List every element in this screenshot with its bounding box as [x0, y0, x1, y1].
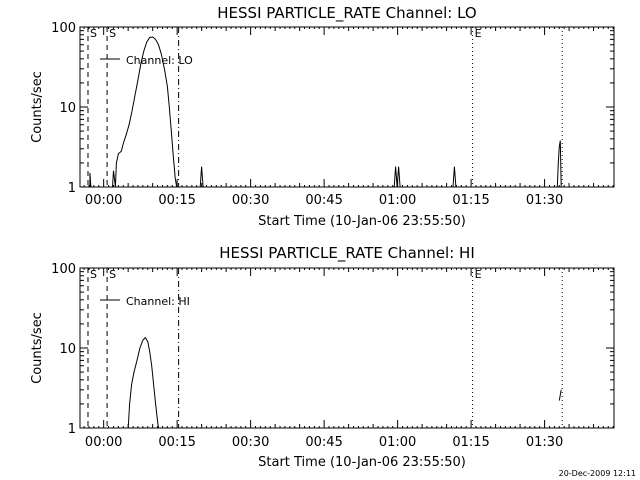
x-tick-label: 01:30 [526, 193, 563, 208]
series-line-segment [558, 389, 562, 401]
chart-panel-0: HESSI PARTICLE_RATE Channel: LO Counts/se… [30, 4, 615, 229]
x-axis-label: Start Time (10-Jan-06 23:55:50) [258, 214, 466, 229]
marker-label: S [90, 268, 97, 281]
y-axis-label: Counts/sec [30, 312, 45, 384]
series-line-segment [112, 36, 178, 188]
series-line-segment [393, 166, 401, 188]
x-axis-label: Start Time (10-Jan-06 23:55:50) [258, 455, 466, 470]
x-tick-label: 01:00 [379, 435, 416, 450]
marker-label: E [475, 268, 482, 281]
y-tick-label: 1 [68, 422, 76, 437]
marker-label: S [109, 27, 116, 40]
marker-label: E [475, 27, 482, 40]
y-axis-label: Counts/sec [30, 71, 45, 143]
chart-panel-1: HESSI PARTICLE_RATE Channel: HI Counts/se… [30, 244, 615, 470]
series-line-segment [556, 140, 562, 188]
series-line-segment [127, 336, 159, 429]
legend-label: Channel: HI [126, 295, 190, 308]
series-line-segment [199, 166, 204, 188]
x-tick-label: 01:15 [452, 435, 489, 450]
x-tick-label: 01:00 [379, 193, 416, 208]
legend-label: Channel: LO [126, 54, 193, 67]
marker-label: S [90, 27, 97, 40]
series-line-segment [452, 166, 457, 188]
x-tick-label: 00:00 [85, 435, 122, 450]
x-tick-label: 01:15 [452, 193, 489, 208]
y-tick-label: 1 [68, 181, 76, 196]
chart-title: HESSI PARTICLE_RATE Channel: HI [219, 244, 475, 263]
x-tick-label: 00:15 [158, 435, 195, 450]
x-tick-label: 00:30 [232, 193, 269, 208]
x-tick-label: 00:45 [305, 435, 342, 450]
y-tick-label: 100 [51, 21, 76, 36]
y-tick-label: 10 [59, 101, 76, 116]
x-tick-label: 00:15 [158, 193, 195, 208]
x-tick-label: 00:30 [232, 435, 269, 450]
x-tick-label: 00:00 [85, 193, 122, 208]
x-tick-label: 00:45 [305, 193, 342, 208]
y-tick-label: 100 [51, 262, 76, 277]
chart-title: HESSI PARTICLE_RATE Channel: LO [217, 4, 476, 23]
series-line-segment [89, 172, 92, 188]
x-tick-label: 01:30 [526, 435, 563, 450]
footer-timestamp: 20-Dec-2009 12:11 [559, 469, 636, 478]
plot-frame [79, 267, 615, 429]
marker-label: S [109, 268, 116, 281]
y-tick-label: 10 [59, 342, 76, 357]
